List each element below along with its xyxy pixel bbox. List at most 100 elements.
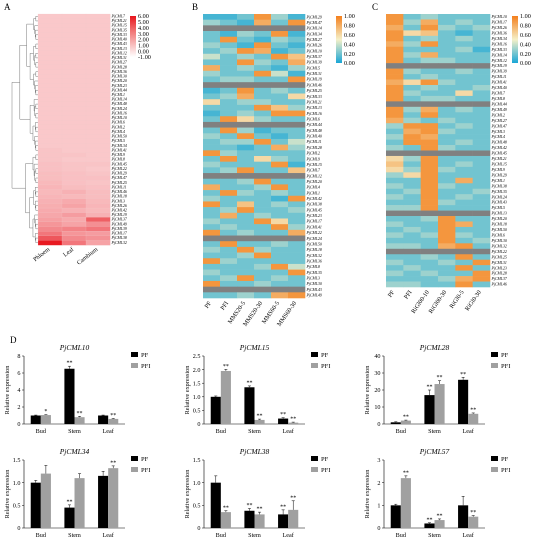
row-label: PjCML10: [306, 49, 322, 53]
heatmap-cell: [85, 240, 111, 246]
heatmap-cell: [420, 243, 439, 250]
row-label: PjCML10: [111, 116, 127, 120]
heatmap-cell: [438, 145, 456, 151]
bar: [424, 523, 435, 528]
heatmap-cell: [85, 55, 111, 61]
heatmap-cell: [438, 177, 456, 184]
significance-label: **: [470, 407, 476, 413]
row-label: PjCML35: [306, 271, 322, 275]
heatmap-cell: [237, 25, 255, 32]
chart-title: PjCML34: [59, 447, 90, 456]
heatmap-cell: [37, 101, 63, 107]
heatmap-cell: [455, 90, 473, 97]
row-label: PjCML24: [306, 237, 322, 241]
heatmap-cell: [220, 258, 238, 265]
row-label: PjCML22: [491, 250, 507, 254]
heatmap-cell: [37, 212, 63, 218]
heatmap-cell: [403, 177, 421, 184]
heatmap-cell: [237, 235, 255, 242]
heatmap-cell: [220, 87, 238, 94]
heatmap-cell: [455, 52, 473, 58]
y-tick-label: 2: [377, 480, 380, 487]
row-label: PjCML19: [111, 213, 127, 217]
heatmap-cell: [403, 166, 421, 173]
y-tick-label: 1.0: [193, 480, 201, 487]
heatmap-cell: [37, 32, 63, 38]
heatmap-cell: [455, 221, 473, 228]
heatmap-cell: [288, 235, 306, 242]
heatmap-cell: [455, 79, 473, 86]
heatmap-cell: [254, 190, 272, 197]
heatmap-cell: [403, 52, 421, 58]
colorbar-a: 6.005.004.003.002.001.000.00-1.00: [130, 13, 151, 61]
heatmap-cell: [438, 270, 456, 277]
y-axis-label: Relative expression: [184, 366, 191, 415]
heatmap-cell: [386, 205, 404, 211]
heatmap-cell: [420, 237, 439, 244]
row-label: PjCML22: [306, 231, 322, 235]
heatmap-cell: [288, 178, 306, 185]
heatmap-cell: [61, 143, 87, 149]
heatmap-cell: [288, 161, 306, 168]
heatmap-cell: [288, 292, 306, 299]
heatmap-cell: [203, 269, 221, 276]
heatmap-cell: [403, 145, 421, 151]
heatmap-cell: [288, 190, 306, 197]
legend-swatch: [131, 363, 138, 368]
heatmap-cell: [288, 93, 306, 100]
y-tick-label: 1.5: [13, 457, 21, 464]
heatmap-cell: [237, 286, 255, 293]
heatmap-cell: [237, 14, 255, 20]
heatmap-cell: [203, 138, 221, 145]
row-label: PjCML4: [306, 186, 320, 190]
heatmap-cell: [455, 188, 473, 195]
heatmap-cell: [85, 83, 111, 89]
row-label: PjCML3: [111, 199, 125, 203]
heatmap-cell: [203, 59, 221, 66]
row-label: PjCML28: [491, 272, 507, 276]
heatmap-cell: [37, 13, 63, 20]
heatmap-cell: [220, 275, 238, 282]
heatmap-cell: [203, 36, 221, 43]
heatmap-cell: [271, 76, 289, 83]
heatmap-cell: [288, 87, 306, 94]
heatmap-cell: [438, 150, 456, 157]
heatmap-cell: [237, 218, 255, 225]
heatmap-cell: [420, 101, 439, 108]
heatmap-cell: [455, 243, 473, 250]
heatmap-cell: [220, 269, 238, 276]
significance-label: **: [257, 414, 263, 420]
heatmap-cell: [420, 79, 439, 86]
heatmap-cell: [37, 157, 63, 163]
heatmap-cell: [271, 110, 289, 117]
heatmap-cell: [288, 53, 306, 60]
heatmap-cell: [254, 201, 272, 208]
heatmap-cell: [254, 275, 272, 282]
heatmap-cell: [220, 76, 238, 83]
heatmap-cell: [254, 229, 272, 236]
heatmap-cell: [472, 30, 491, 37]
heatmap-cell: [420, 90, 439, 97]
row-label: PjCML26: [491, 26, 507, 30]
heatmap-cell: [220, 70, 238, 77]
row-label: PjCML47: [111, 176, 128, 180]
row-label: PjCML3: [306, 277, 320, 281]
row-label: PjCML17: [111, 232, 128, 236]
row-label: PjCML46: [111, 190, 127, 194]
heatmap-cell: [61, 175, 87, 181]
heatmap-cell: [85, 212, 111, 218]
heatmap-cell: [403, 106, 421, 113]
row-label: PjCML12: [491, 59, 507, 63]
heatmap-cell: [237, 201, 255, 208]
heatmap-cell: [288, 241, 306, 248]
heatmap-cell: [85, 87, 111, 93]
heatmap-cell: [420, 155, 439, 162]
heatmap-cell: [455, 128, 473, 135]
heatmap-cell: [85, 18, 111, 24]
heatmap-cell: [472, 106, 491, 113]
heatmap-cell: [386, 128, 404, 135]
heatmap-cell: [237, 138, 255, 145]
heatmap-cell: [271, 161, 289, 168]
y-tick-label: 0: [377, 421, 380, 428]
heatmap-cell: [420, 112, 439, 119]
